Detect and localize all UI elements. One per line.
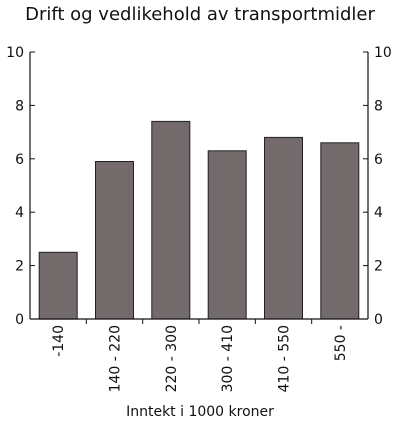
y-tick-label-left: 2 bbox=[15, 259, 24, 275]
bar-3 bbox=[151, 120, 191, 320]
y-tick-label-left: 8 bbox=[15, 98, 24, 114]
bars-group bbox=[38, 120, 360, 320]
y-tick-label-left: 10 bbox=[6, 45, 24, 61]
y-tick-label-left: 4 bbox=[15, 205, 24, 221]
bar-2 bbox=[95, 161, 134, 320]
axes-group bbox=[29, 52, 369, 320]
x-axis-title: Inntekt i 1000 kroner bbox=[126, 404, 274, 420]
y-tick-label-left: 6 bbox=[15, 152, 24, 168]
bar-6 bbox=[320, 142, 360, 320]
ticks-group: 0 0 2 2 4 4 6 6 8 8 10 10 bbox=[6, 45, 392, 328]
x-tick-label-2: 140 - 220 bbox=[108, 325, 124, 392]
bar-1 bbox=[38, 251, 78, 320]
y-tick-label-right: 2 bbox=[374, 259, 383, 275]
x-tick-label-5: 410 - 550 bbox=[277, 325, 293, 392]
y-tick-label-right: 10 bbox=[374, 45, 392, 61]
y-tick-label-right: 8 bbox=[374, 98, 383, 114]
x-tick-label-3: 220 - 300 bbox=[164, 325, 180, 392]
x-tick-labels: -140 140 - 220 220 - 300 300 - 410 410 - 550… bbox=[51, 325, 349, 392]
y-tick-label-right: 0 bbox=[374, 312, 383, 328]
y-tick-label-right: 4 bbox=[374, 205, 383, 221]
y-tick-label-right: 6 bbox=[374, 152, 383, 168]
bar-5 bbox=[264, 136, 303, 320]
x-tick-label-1: -140 bbox=[51, 325, 67, 357]
chart-title: Drift og vedlikehold av transportmidler bbox=[25, 4, 375, 25]
y-tick-label-left: 0 bbox=[15, 312, 24, 328]
bar-4 bbox=[207, 150, 247, 320]
x-tick-label-6: 550 - bbox=[333, 325, 349, 361]
x-tick-label-4: 300 - 410 bbox=[220, 325, 236, 392]
